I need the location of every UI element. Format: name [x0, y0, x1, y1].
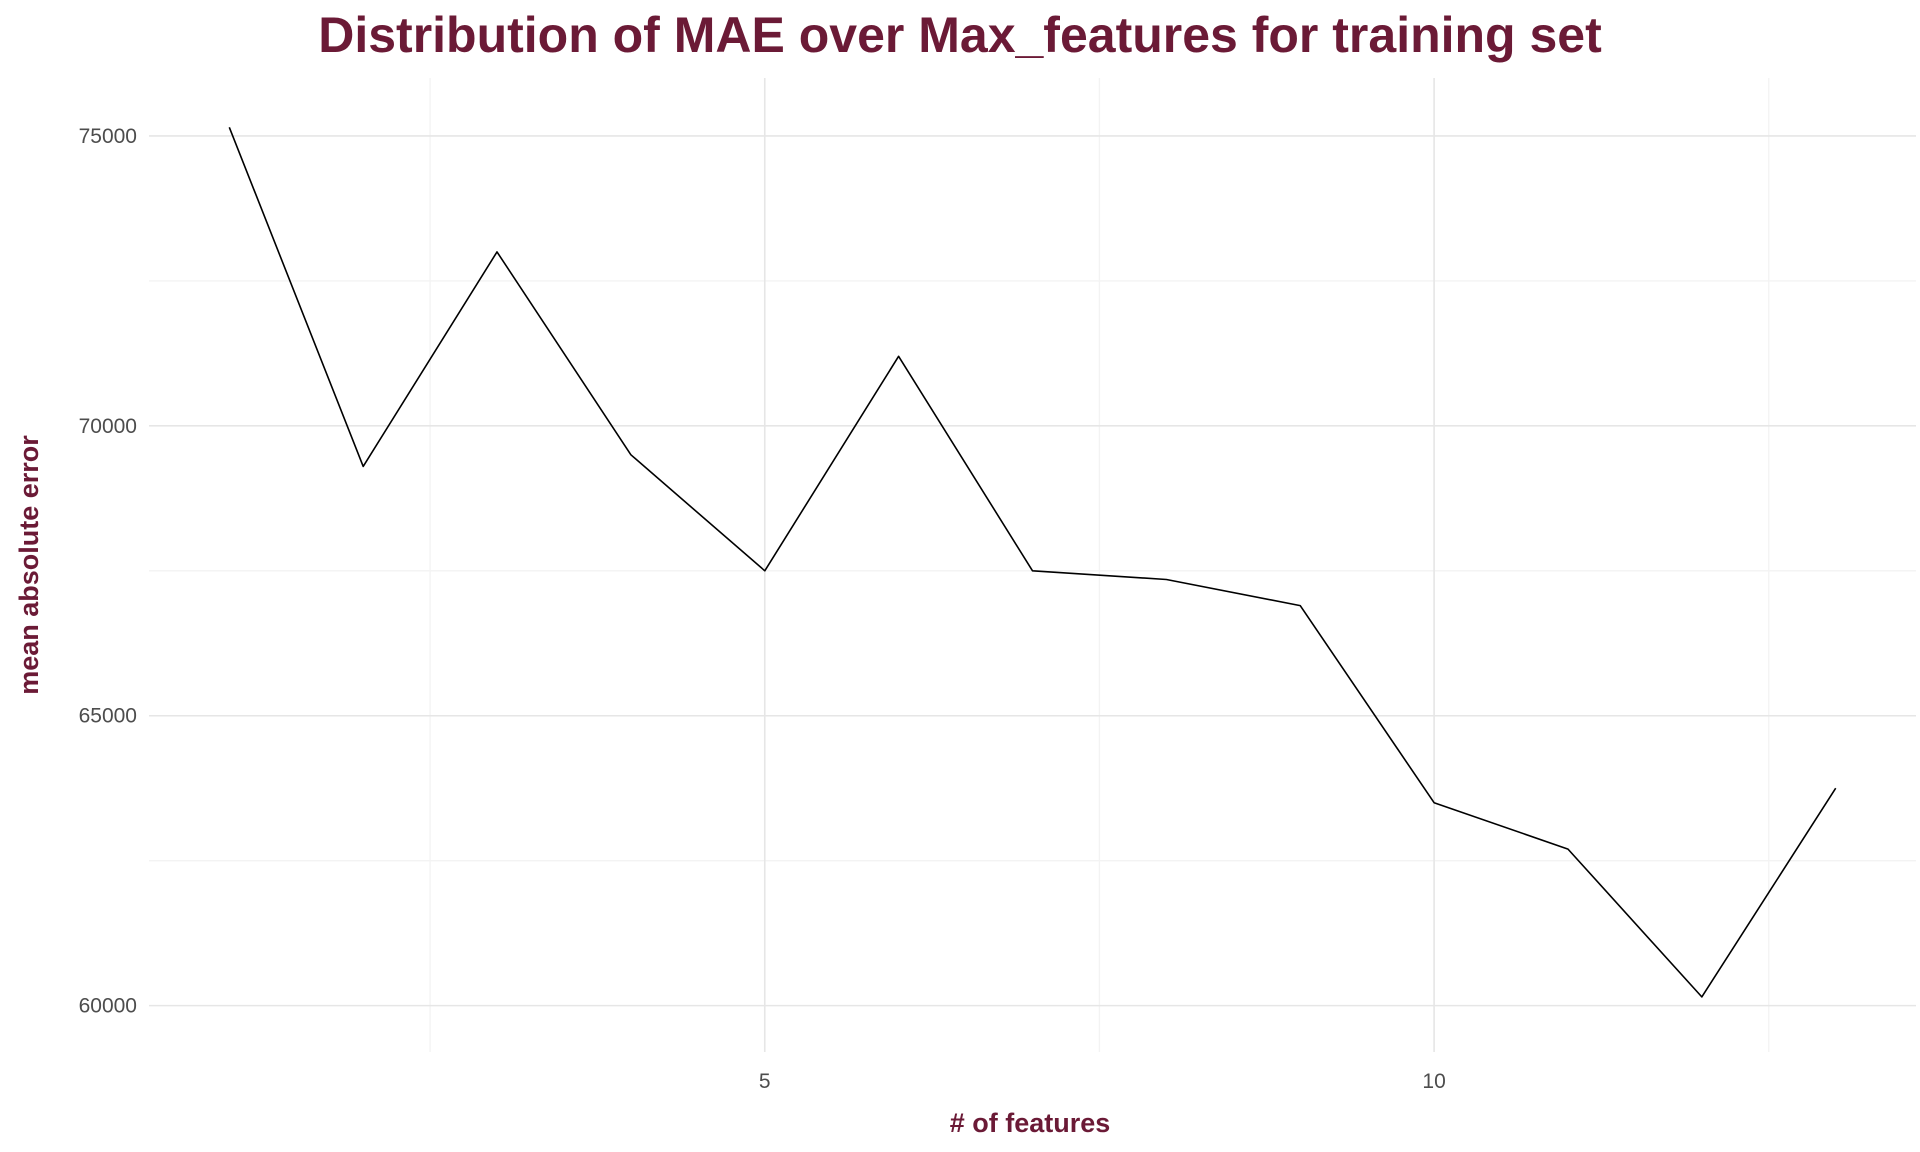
series-line	[228, 127, 1837, 998]
y-tick-label: 65000	[79, 705, 137, 728]
y-tick-label: 75000	[79, 125, 137, 148]
y-tick-label: 60000	[79, 995, 137, 1018]
y-tick-label: 70000	[79, 415, 137, 438]
chart-title: Distribution of MAE over Max_features fo…	[318, 7, 1602, 63]
y-axis-tick-labels: 60000 65000 70000 75000	[79, 125, 137, 1018]
x-axis-tick-labels: 5 10	[759, 1070, 1446, 1093]
series-layer	[228, 127, 1837, 998]
x-tick-label: 5	[759, 1070, 771, 1093]
x-axis-title: # of features	[950, 1108, 1111, 1138]
y-axis-title: mean absolute error	[14, 435, 44, 695]
x-tick-label: 10	[1422, 1070, 1445, 1093]
minor-gridlines	[149, 78, 1916, 1052]
major-gridlines	[149, 78, 1916, 1052]
